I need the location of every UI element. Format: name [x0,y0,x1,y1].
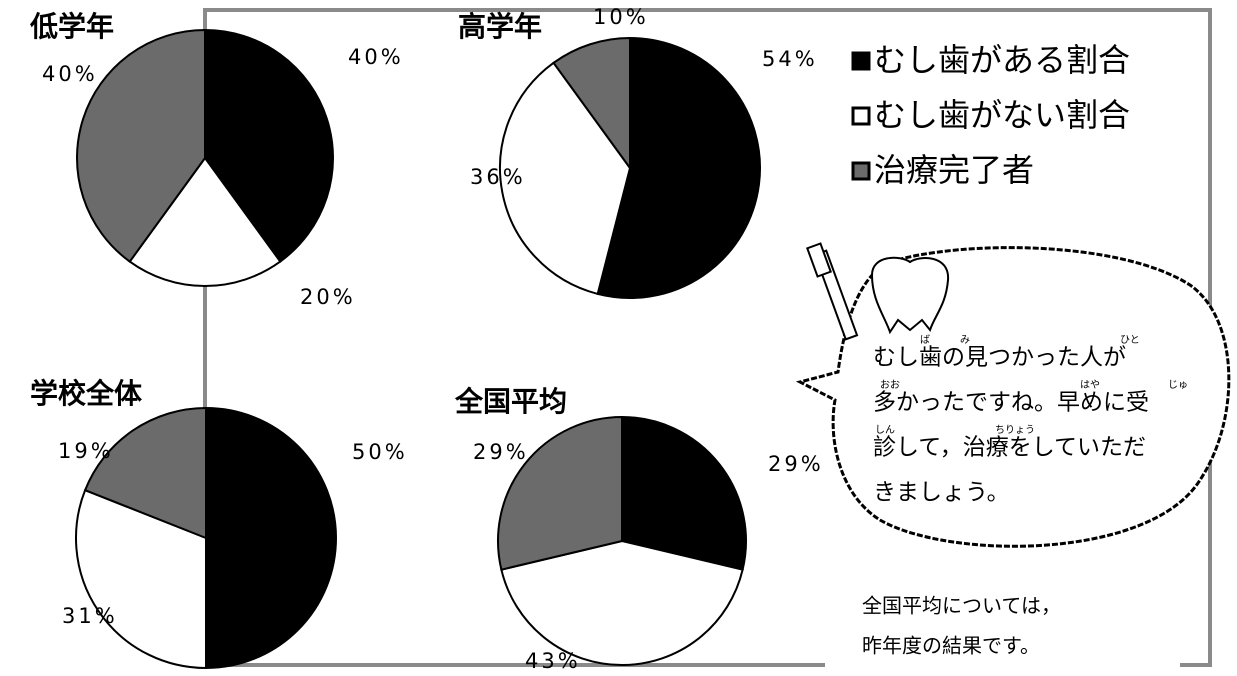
legend-swatch [851,106,871,126]
data-label: 40% [42,62,98,86]
pie-slice [499,61,632,296]
note-text: 全国平均については， [862,594,1061,618]
furigana: はや [1080,379,1100,391]
data-label: 10% [593,5,649,29]
bubble-text: 診して，治療をしていただ [873,435,1146,461]
legend-swatch [851,161,871,181]
legend-swatch [851,51,871,71]
pie-slice [552,36,631,172]
furigana: じゅ [1168,379,1188,391]
chart-title: 低学年 [29,10,114,43]
data-label: 36% [470,165,526,189]
pie-slice [204,28,334,263]
legend-label: むし歯がない割合 [874,96,1130,134]
data-label: 19% [58,439,114,463]
furigana: ちりょう [995,424,1035,436]
pie-slice [500,539,744,666]
data-label: 29% [473,440,529,464]
furigana: おお [880,379,900,391]
data-label: 43% [525,649,581,672]
bubble-text: むし歯の見つかった人が [873,345,1126,371]
note-text: 昨年度の結果です。 [862,634,1040,658]
tooth-icon [870,256,950,335]
data-label: 54% [762,47,818,71]
toothbrush [806,242,859,341]
data-label: 50% [352,440,408,464]
furigana: ひと [1120,334,1140,346]
pie-slice [76,28,206,263]
chart-title: 全国平均 [454,385,567,418]
data-label: 20% [300,285,356,309]
pie-slice [83,406,207,540]
data-label: 31% [62,604,118,628]
pie-slice [497,415,623,571]
pie-slice [128,156,282,287]
pie-slice [205,406,337,670]
legend-label: 治療完了者 [874,151,1034,189]
furigana: しん [875,424,895,436]
furigana: ば [920,334,930,346]
legend-label: むし歯がある割合 [874,41,1130,79]
pie-slice [75,488,207,670]
pie-slice [596,36,761,299]
pie-slice [621,415,747,571]
chart-title: 学校全体 [30,377,143,410]
bubble-text: 多かったですね。早めに受 [873,390,1149,416]
note-bg [825,585,1180,670]
chart-title: 高学年 [458,10,542,43]
bubble-text: きましょう。 [873,480,1010,506]
furigana: み [960,335,970,346]
data-label: 29% [768,452,824,476]
data-label: 40% [348,45,404,69]
